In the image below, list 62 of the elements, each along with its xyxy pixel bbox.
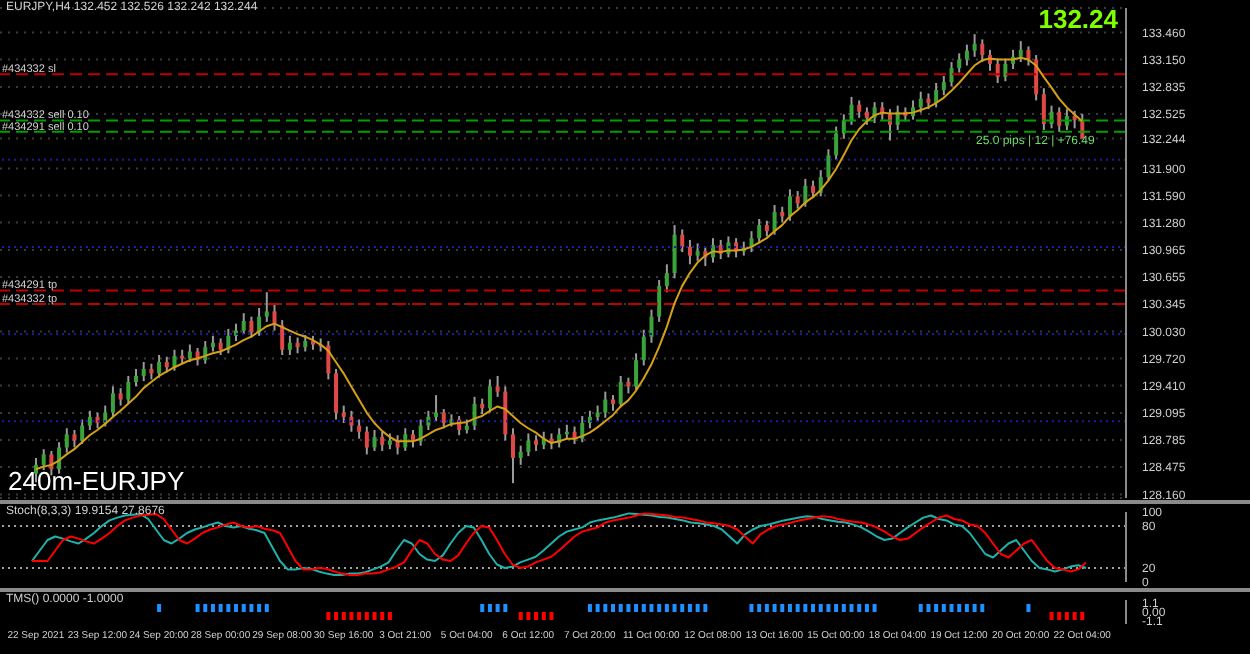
candlestick (287, 334, 292, 357)
candlestick (472, 395, 477, 431)
candlestick (518, 444, 523, 466)
annotation: 132.24 (1038, 4, 1118, 34)
candlestick (249, 315, 254, 339)
annotation: 240m-EURJPY (8, 466, 185, 496)
candlestick (126, 374, 131, 405)
candlestick (757, 218, 762, 245)
candlestick (657, 279, 662, 323)
candlestick (618, 374, 623, 409)
candlestick (972, 33, 977, 58)
candlestick (495, 374, 500, 398)
candlestick (934, 81, 939, 109)
candlestick (172, 348, 177, 372)
candlestick (64, 427, 69, 454)
candlestick (1018, 40, 1023, 64)
candlestick (510, 427, 515, 485)
candlestick (441, 408, 446, 430)
candlestick (157, 354, 162, 379)
candlestick (357, 418, 362, 440)
candlestick (841, 113, 846, 140)
candlestick (349, 409, 354, 433)
candlestick (826, 148, 831, 182)
candlestick (280, 319, 285, 357)
candlestick (664, 263, 669, 294)
candlestick (1057, 106, 1062, 133)
candlestick (1041, 87, 1046, 132)
candlestick (110, 385, 115, 418)
candlestick (603, 390, 608, 419)
candlestick (487, 378, 492, 414)
candlestick (687, 238, 692, 266)
candlestick (949, 61, 954, 88)
candlestick (1003, 57, 1008, 83)
candlestick (957, 52, 962, 74)
candlestick (364, 425, 369, 456)
candlestick (241, 312, 246, 336)
candlestick (87, 409, 92, 431)
candlestick (57, 441, 62, 475)
candlestick (380, 430, 385, 452)
candlestick (964, 43, 969, 67)
candlestick (34, 456, 38, 484)
candlestick (372, 428, 377, 452)
candlestick (264, 291, 269, 323)
candlestick (918, 90, 923, 114)
candlestick (526, 432, 531, 458)
candlestick (834, 125, 839, 161)
candlestick (434, 394, 439, 423)
candlestick (141, 360, 146, 383)
candlestick (641, 328, 646, 367)
candlestick (41, 448, 46, 472)
candlestick (941, 75, 946, 97)
candlestick (80, 418, 85, 445)
candlestick (649, 308, 654, 344)
candlestick (772, 204, 777, 236)
candlestick (787, 188, 792, 222)
candlestick (980, 38, 985, 64)
candlestick (672, 224, 677, 280)
candlestick (503, 385, 508, 442)
candlestick (326, 340, 331, 381)
candlestick (634, 352, 639, 391)
candlestick (680, 228, 685, 254)
candlestick (334, 367, 339, 421)
